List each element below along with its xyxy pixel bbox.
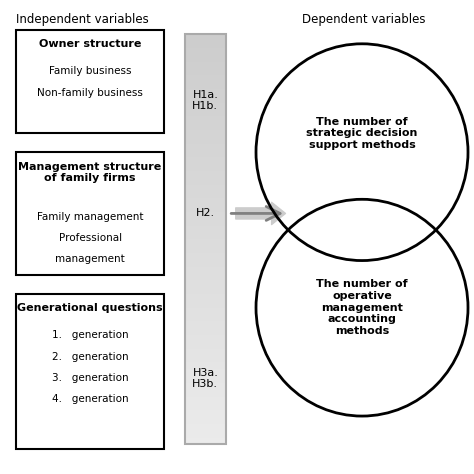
Bar — [184, 375, 226, 383]
Text: Generational questions: Generational questions — [17, 303, 163, 313]
Bar — [184, 123, 226, 130]
Text: H1a.
H1b.: H1a. H1b. — [192, 90, 219, 111]
Bar — [184, 225, 226, 233]
Bar — [184, 109, 226, 117]
Bar — [184, 164, 226, 171]
Text: The number of
strategic decision
support methods: The number of strategic decision support… — [306, 117, 418, 150]
Bar — [184, 34, 226, 41]
Bar — [184, 423, 226, 431]
Bar — [184, 259, 226, 267]
Bar — [184, 369, 226, 376]
Bar — [184, 150, 226, 157]
Text: Management structure
of family firms: Management structure of family firms — [18, 162, 162, 183]
Bar — [184, 307, 226, 315]
Text: 3.   generation: 3. generation — [52, 373, 128, 383]
Bar — [184, 403, 226, 410]
Text: H3a.
H3b.: H3a. H3b. — [192, 367, 219, 389]
Bar — [184, 430, 226, 438]
Bar — [17, 293, 164, 449]
Bar — [184, 335, 226, 342]
Text: Professional: Professional — [58, 233, 122, 243]
Bar — [184, 437, 226, 444]
Bar — [184, 129, 226, 137]
Bar — [184, 287, 226, 294]
Bar — [184, 219, 226, 226]
Bar — [184, 301, 226, 308]
Bar — [184, 137, 226, 144]
Text: 4.   generation: 4. generation — [52, 394, 128, 404]
Bar — [184, 102, 226, 109]
Bar — [184, 89, 226, 96]
Bar — [184, 143, 226, 151]
Bar — [184, 396, 226, 403]
Bar — [184, 205, 226, 212]
Bar — [184, 157, 226, 164]
Bar — [184, 82, 226, 89]
Bar — [184, 321, 226, 328]
Bar — [184, 389, 226, 397]
Bar — [184, 341, 226, 349]
Bar — [184, 198, 226, 205]
Bar — [184, 61, 226, 69]
Bar — [184, 410, 226, 417]
Bar — [184, 47, 226, 55]
Bar — [184, 75, 226, 82]
Bar — [184, 171, 226, 178]
Text: 2.   generation: 2. generation — [52, 352, 128, 362]
Bar — [184, 95, 226, 103]
Text: management: management — [55, 254, 125, 264]
Text: The number of
operative
management
accounting
methods: The number of operative management accou… — [316, 280, 408, 336]
FancyArrowPatch shape — [236, 202, 285, 225]
Text: Non-family business: Non-family business — [37, 88, 143, 98]
Bar — [184, 417, 226, 424]
Bar — [184, 239, 226, 246]
Bar — [184, 383, 226, 390]
Text: Family business: Family business — [49, 66, 131, 76]
Bar — [184, 348, 226, 356]
Text: Family management: Family management — [37, 211, 143, 221]
Bar — [184, 246, 226, 253]
Bar — [184, 35, 226, 444]
Bar — [184, 191, 226, 198]
Bar — [184, 177, 226, 185]
Bar — [184, 68, 226, 75]
Bar — [184, 266, 226, 273]
Bar — [184, 232, 226, 239]
Bar — [184, 362, 226, 369]
Text: H2.: H2. — [196, 209, 215, 219]
Bar — [184, 314, 226, 321]
Text: Independent variables: Independent variables — [17, 13, 149, 26]
Bar — [184, 273, 226, 280]
Bar — [184, 328, 226, 335]
Bar — [17, 152, 164, 275]
Bar — [184, 55, 226, 62]
Bar — [184, 293, 226, 301]
Bar — [184, 280, 226, 287]
Bar — [184, 184, 226, 191]
Text: Dependent variables: Dependent variables — [302, 13, 426, 26]
Bar — [184, 211, 226, 219]
Bar — [184, 355, 226, 362]
Bar — [184, 116, 226, 123]
Bar — [17, 30, 164, 133]
Bar — [184, 253, 226, 260]
Text: 1.   generation: 1. generation — [52, 330, 128, 340]
Text: Owner structure: Owner structure — [39, 39, 141, 49]
Bar — [184, 41, 226, 48]
